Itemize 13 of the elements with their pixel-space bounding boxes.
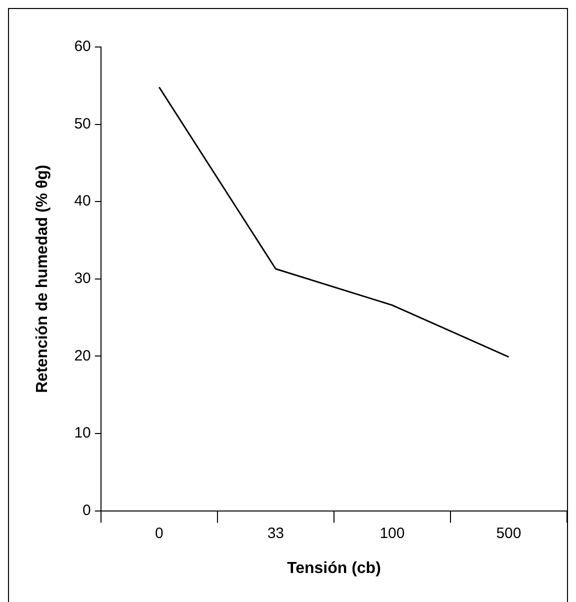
y-tick-label: 10 [74, 424, 91, 442]
y-axis-title: Retención de humedad (% θg) [34, 164, 52, 394]
y-tick-label: 20 [74, 347, 91, 364]
x-tick-label: 33 [267, 524, 284, 542]
y-tick-label: 60 [74, 38, 91, 56]
x-axis-title: Tensión (cb) [286, 560, 381, 577]
x-tick-label: 0 [154, 524, 164, 542]
y-tick-label: 30 [74, 270, 91, 288]
y-tick-label: 0 [82, 502, 91, 519]
y-tick-label: 40 [74, 192, 91, 210]
x-tick-label: 500 [496, 524, 522, 542]
y-tick-label: 50 [74, 115, 91, 132]
x-tick-label: 100 [380, 524, 405, 542]
